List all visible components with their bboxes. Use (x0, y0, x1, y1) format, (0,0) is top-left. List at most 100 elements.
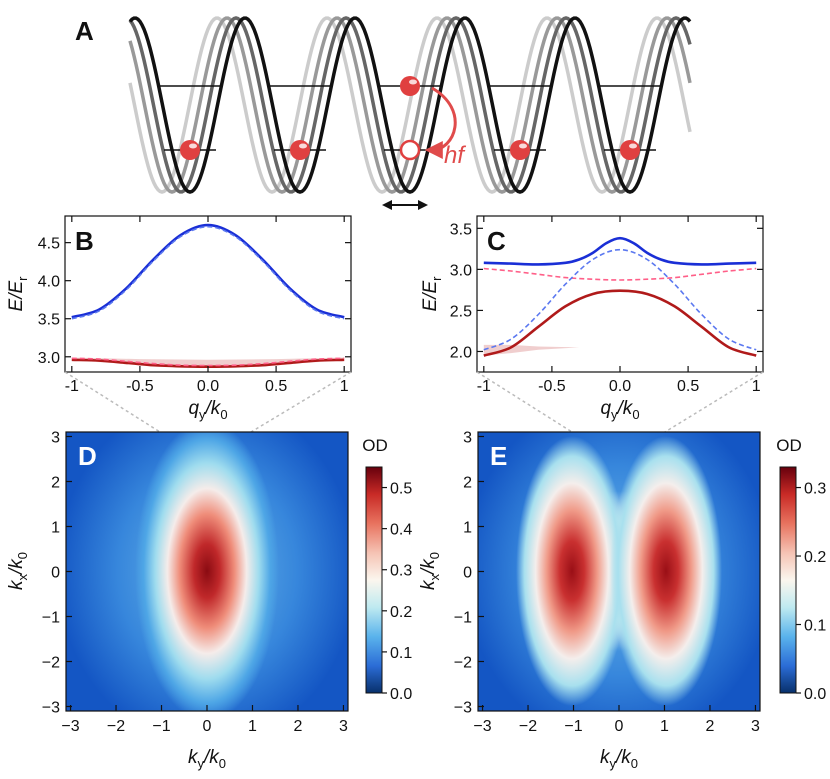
e-xtick-label: −2 (519, 718, 537, 735)
c-xtick-label: -0.5 (538, 378, 566, 395)
e-cbar-tick-label: 0.1 (804, 618, 826, 635)
lattice-curve-3 (128, 16, 692, 194)
panel-c-ticks: -1 -0.5 0.0 0.5 1 2.0 2.5 3.0 3.5 (450, 216, 763, 395)
panel-e-right-peak (610, 436, 722, 706)
d-cbar-tick-label: 0.5 (390, 481, 412, 498)
e-xtick-label: −1 (564, 718, 582, 735)
panel-e-ticks: −3 −2 −1 0 1 2 3 −3 −2 −1 0 1 2 3 (454, 430, 760, 736)
panel-e-colorbar-ticks: 0.0 0.1 0.2 0.3 (796, 481, 826, 703)
d-ytick-label: −1 (42, 610, 60, 627)
panel-e-xlabel: ky/k0 (600, 747, 638, 771)
e-ytick-label: 3 (463, 430, 472, 447)
drive-label: hf (444, 142, 466, 169)
panel-d-ylabel: kx/k0 (6, 552, 30, 590)
d-xtick-label: 2 (294, 718, 303, 735)
e-xtick-label: 2 (706, 718, 715, 735)
e-xtick-label: 0 (615, 718, 624, 735)
b-ytick-label: 4.5 (38, 236, 60, 253)
c-ytick-label: 3.0 (450, 262, 472, 279)
panel-b-letter: B (75, 226, 94, 256)
d-ytick-label: −3 (42, 700, 60, 717)
e-ytick-label: 2 (463, 475, 472, 492)
d-xtick-label: −1 (152, 718, 170, 735)
panel-e-image (478, 432, 760, 711)
lattice-curve-2 (128, 16, 692, 194)
e-ytick-label: 0 (463, 565, 472, 582)
d-ytick-label: −2 (42, 655, 60, 672)
atom-glare-4 (629, 143, 637, 149)
panel-d-colorbar-label: OD (362, 436, 388, 455)
panel-b-shaded-band (71, 357, 345, 367)
e-cbar-tick-label: 0.3 (804, 481, 826, 498)
panel-b-xlabel: qy/k0 (188, 398, 227, 422)
d-xtick-label: 0 (203, 718, 212, 735)
b-series-0 (71, 223, 345, 319)
c-ytick-label: 3.5 (450, 221, 472, 238)
b-ytick-label: 4.0 (38, 274, 60, 291)
panel-d-colorbar-ticks: 0.0 0.1 0.2 0.3 0.4 0.5 (382, 481, 412, 703)
panel-e-colorbar-label: OD (776, 436, 802, 455)
d-ytick-label: 2 (51, 475, 60, 492)
panel-d-xlabel: ky/k0 (188, 747, 226, 771)
b-ytick-label: 3.0 (38, 350, 60, 367)
e-cbar-tick-label: 0.0 (804, 686, 826, 703)
b-xtick-label: 0.0 (197, 378, 219, 395)
atom-3 (510, 140, 530, 160)
atom-empty-site (399, 139, 421, 161)
panel-c-series (483, 236, 757, 357)
c-xtick-label: 0.0 (609, 378, 631, 395)
e-xtick-label: −3 (473, 718, 491, 735)
e-cbar-tick-label: 0.2 (804, 549, 826, 566)
c-series-0 (483, 236, 757, 266)
atom-glare-3 (519, 143, 527, 149)
b-ytick-label: 3.5 (38, 312, 60, 329)
e-xtick-label: 1 (660, 718, 669, 735)
b-xtick-label: 1 (340, 378, 349, 395)
atom-1 (290, 140, 310, 160)
panel-e-colorbar (779, 466, 797, 694)
d-cbar-tick-label: 0.3 (390, 563, 412, 580)
atom-4 (620, 140, 640, 160)
panel-e-letter: E (490, 441, 507, 471)
panel-c-band-structure: -1 -0.5 0.0 0.5 1 2.0 2.5 3.0 3.5 C qy/k0 E/Er (420, 215, 764, 422)
panel-d-central-peak (135, 432, 279, 711)
panel-b-band-structure: -1 -0.5 0.0 0.5 1 3.0 3.5 4.0 4.5 B qy/k0 E/Er (6, 215, 352, 422)
d-cbar-tick-label: 0.1 (390, 645, 412, 662)
panel-b-ticks: -1 -0.5 0.0 0.5 1 3.0 3.5 4.0 4.5 (38, 216, 351, 395)
c-ytick-label: 2.5 (450, 303, 472, 320)
d-ytick-label: 0 (51, 565, 60, 582)
lattice-atoms (180, 76, 640, 161)
c-series-1 (483, 267, 757, 281)
panel-c-letter: C (487, 226, 506, 256)
panel-d-image (66, 432, 348, 711)
panel-a-lattice: A hf (75, 16, 692, 210)
panel-d-ticks: −3 −2 −1 0 1 2 3 −3 −2 −1 0 1 2 3 (42, 430, 348, 736)
panel-c-ylabel: E/Er (420, 276, 444, 312)
d-cbar-tick-label: 0.0 (390, 686, 412, 703)
panel-d-colorbar (365, 466, 383, 694)
d-ytick-label: 3 (51, 430, 60, 447)
lattice-curve-0 (128, 16, 692, 194)
d-xtick-label: 1 (248, 718, 257, 735)
c-xtick-label: 1 (752, 378, 761, 395)
d-xtick-label: −2 (107, 718, 125, 735)
atom-0 (180, 140, 200, 160)
panel-b-frame (64, 215, 352, 373)
c-series-3 (483, 289, 757, 357)
e-ytick-label: −3 (454, 700, 472, 717)
d-xtick-label: 3 (339, 718, 348, 735)
b-xtick-label: 0.5 (265, 378, 287, 395)
e-xtick-label: 3 (751, 718, 760, 735)
c-series-2 (483, 248, 757, 351)
atom-excited (400, 76, 420, 96)
atom-excited-glare (409, 79, 417, 85)
b-xtick-label: -0.5 (126, 378, 154, 395)
zoom-guide-lines (64, 371, 764, 433)
panel-a-letter: A (75, 16, 94, 46)
e-ytick-label: −2 (454, 655, 472, 672)
atom-glare-1 (299, 143, 307, 149)
lattice-potential-curves (128, 16, 692, 194)
